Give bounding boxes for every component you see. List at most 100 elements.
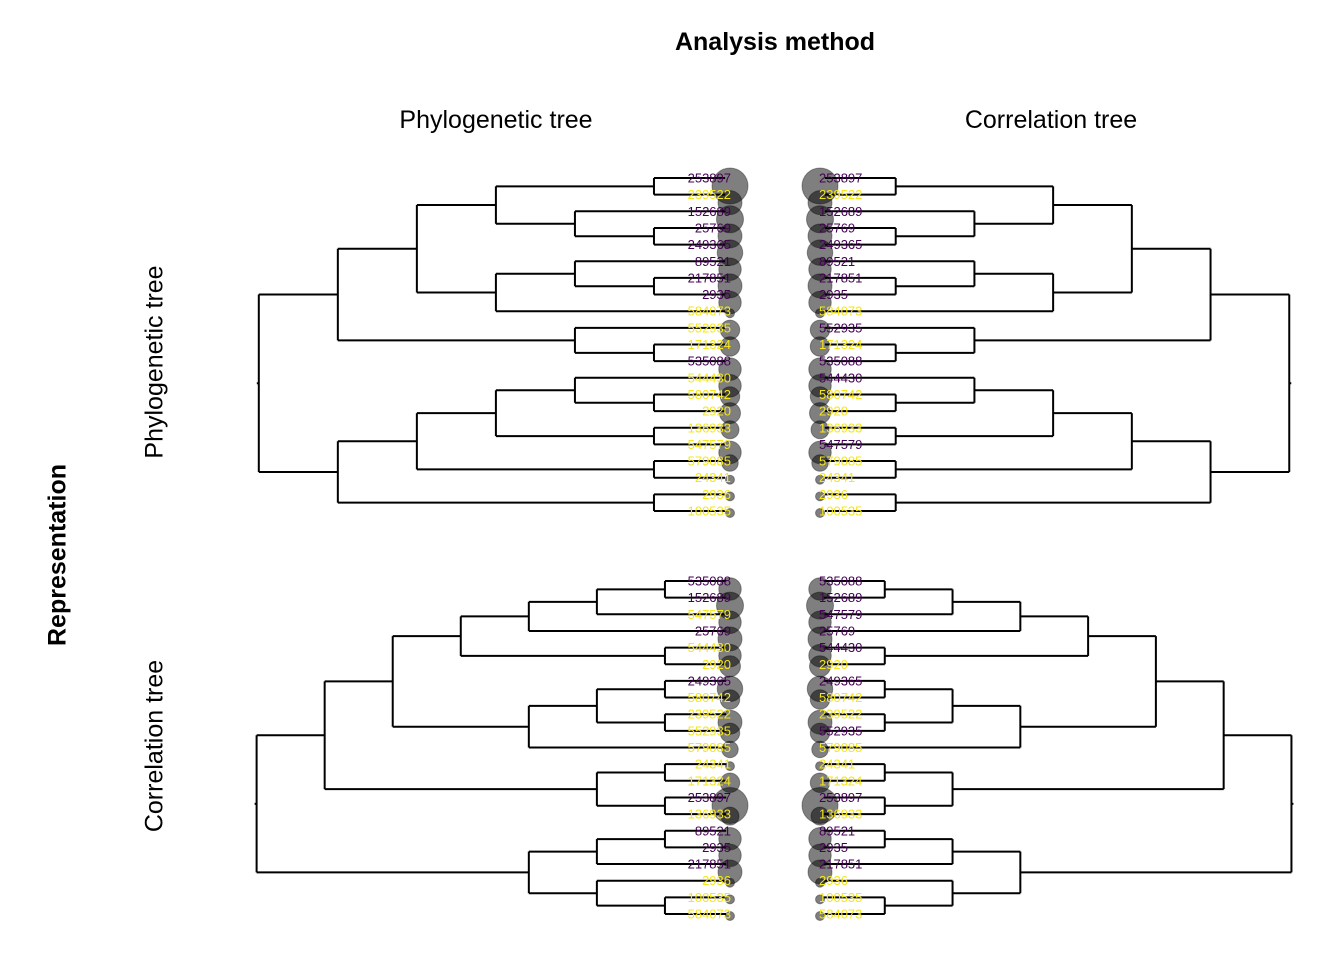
tip-label: 544430 [819, 640, 862, 655]
tip-abundance-dot [721, 454, 739, 472]
tip-label: 24341 [819, 470, 855, 485]
tip-label: 580742 [688, 387, 731, 402]
tip-label: 2935 [702, 840, 731, 855]
tip-label: 579085 [819, 740, 862, 755]
tip-label: 217851 [688, 857, 731, 872]
tip-label: 2936 [702, 487, 731, 502]
tip-abundance-dot [719, 336, 741, 357]
tip-label: 171324 [819, 773, 862, 788]
tip-label: 579085 [688, 740, 731, 755]
tip-label: 2935 [819, 287, 848, 302]
tip-label: 535088 [819, 354, 862, 369]
tip-label: 2936 [819, 487, 848, 502]
tip-label: 547579 [688, 607, 731, 622]
tip-abundance-dot [815, 911, 825, 921]
tip-abundance-dot [725, 761, 735, 772]
tip-abundance-dot [815, 761, 825, 772]
tip-label: 552935 [819, 723, 862, 738]
tip-label: 136933 [688, 420, 731, 435]
tip-abundance-dot [811, 740, 829, 759]
tip-label: 253897 [819, 171, 862, 186]
tip-label: 535088 [688, 574, 731, 589]
tip-label: 100535 [819, 504, 862, 519]
column-header-correlation: Correlation tree [964, 106, 1138, 134]
tip-label: 552935 [688, 723, 731, 738]
tip-label: 547579 [688, 437, 731, 452]
tip-label: 152689 [688, 590, 731, 605]
tip-label: 249365 [688, 673, 731, 688]
tip-label: 579085 [688, 454, 731, 469]
tip-label: 2936 [702, 873, 731, 888]
tip-label: 152689 [688, 204, 731, 219]
tip-abundance-dot [810, 420, 830, 440]
tip-abundance-dot [815, 877, 825, 888]
tip-label: 152689 [819, 590, 862, 605]
tip-label: 24341 [695, 757, 731, 772]
tip-abundance-dot [720, 806, 740, 826]
tip-label: 2920 [819, 657, 848, 672]
tip-label: 535088 [819, 574, 862, 589]
tip-label: 239522 [819, 187, 862, 202]
tip-label: 25769 [695, 623, 731, 638]
tip-label: 24341 [819, 757, 855, 772]
tip-abundance-dot [809, 689, 831, 710]
tip-abundance-dot [725, 491, 735, 502]
tip-label: 249365 [819, 237, 862, 252]
tip-label: 580742 [688, 690, 731, 705]
tip-label: 89521 [819, 823, 855, 838]
tip-abundance-dot [815, 894, 825, 905]
tip-label: 152689 [819, 204, 862, 219]
tip-label: 100535 [688, 504, 731, 519]
tip-abundance-dot [721, 740, 739, 759]
tip-label: 544430 [688, 640, 731, 655]
tip-abundance-dot [811, 454, 829, 472]
tip-label: 25769 [819, 220, 855, 235]
tip-label: 217851 [819, 270, 862, 285]
tip-label: 100535 [688, 890, 731, 905]
tip-label: 2920 [702, 404, 731, 419]
tip-label: 253897 [688, 171, 731, 186]
tip-label: 544430 [688, 370, 731, 385]
tip-label: 584073 [688, 304, 731, 319]
column-header-phylogenetic: Phylogenetic tree [399, 106, 593, 134]
tip-label: 171324 [688, 337, 731, 352]
tip-label: 249365 [688, 237, 731, 252]
tip-label: 2920 [702, 657, 731, 672]
tip-abundance-dot [815, 508, 825, 518]
tip-label: 579085 [819, 454, 862, 469]
tip-label: 535088 [688, 354, 731, 369]
tip-label: 239522 [688, 187, 731, 202]
tip-abundance-dot [725, 877, 735, 888]
tip-label: 253897 [688, 790, 731, 805]
tip-label: 2936 [819, 873, 848, 888]
tip-label: 89521 [695, 254, 731, 269]
tip-label: 89521 [819, 254, 855, 269]
tip-label: 89521 [695, 823, 731, 838]
tip-label: 552935 [688, 320, 731, 335]
tip-label: 171324 [688, 773, 731, 788]
tip-abundance-dot [720, 420, 740, 440]
tip-abundance-dot [719, 689, 741, 710]
tip-label: 136933 [819, 420, 862, 435]
tip-abundance-dot [810, 806, 830, 826]
tip-label: 100535 [819, 890, 862, 905]
tip-abundance-dot [815, 491, 825, 502]
tip-label: 544430 [819, 370, 862, 385]
tip-label: 580742 [819, 387, 862, 402]
tip-abundance-dot [725, 474, 735, 485]
tip-label: 217851 [688, 270, 731, 285]
tip-label: 2935 [702, 287, 731, 302]
tip-label: 136933 [819, 807, 862, 822]
tip-label: 547579 [819, 607, 862, 622]
tip-abundance-dot [815, 474, 825, 485]
tip-label: 217851 [819, 857, 862, 872]
tip-label: 552935 [819, 320, 862, 335]
tip-label: 24341 [695, 470, 731, 485]
tip-label: 584073 [819, 907, 862, 922]
tip-abundance-dot [725, 508, 735, 518]
